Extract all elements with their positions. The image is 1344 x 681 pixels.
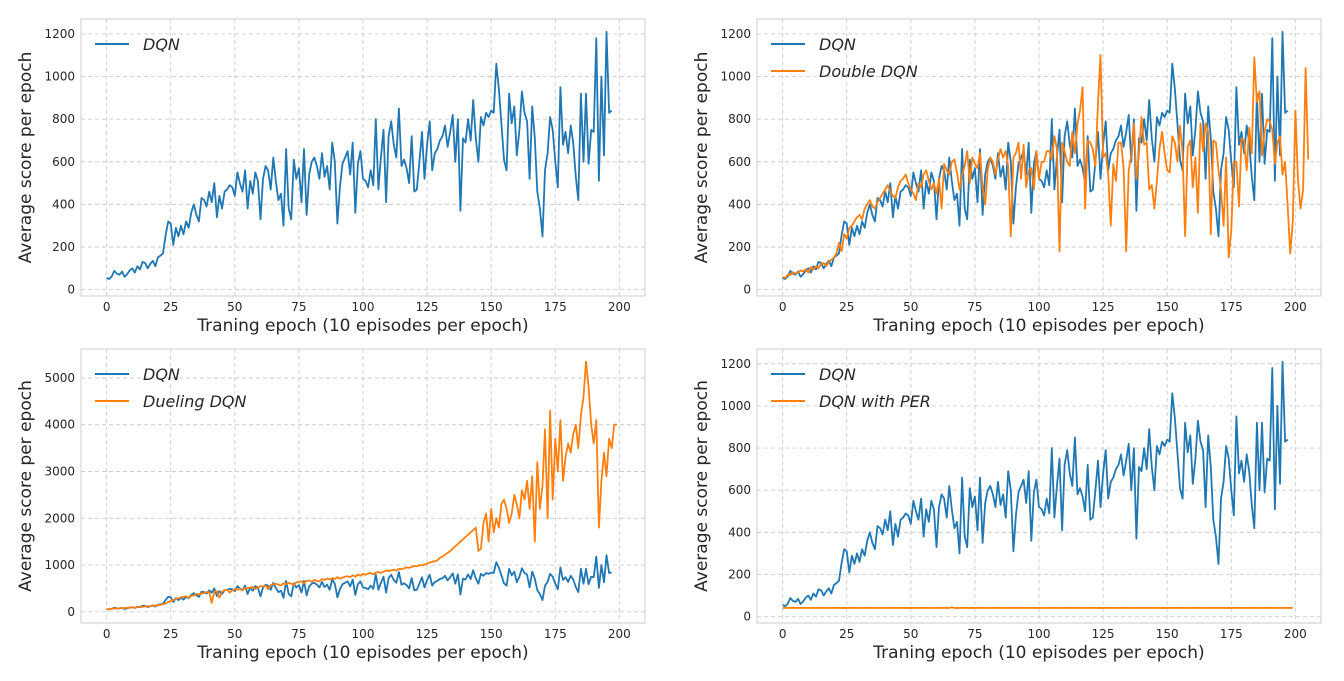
y-axis-label: Average score per epoch [16,380,36,592]
y-tick-label: 1000 [720,70,751,84]
legend-label: DQN [819,365,856,384]
y-tick-label: 0 [743,610,751,624]
y-axis-label: Average score per epoch [16,52,36,264]
x-tick-label: 25 [839,300,854,314]
x-tick-label: 100 [1028,300,1051,314]
y-tick-label: 600 [728,155,751,169]
x-tick-label: 150 [1156,627,1179,641]
x-axis-label: Traning epoch (10 episodes per epoch) [196,643,528,663]
y-tick-label: 400 [728,197,751,211]
x-tick-label: 150 [480,627,503,641]
legend-label: Dueling DQN [143,392,246,411]
legend-label: DQN [143,35,180,54]
x-tick-label: 125 [416,300,439,314]
y-tick-label: 200 [52,240,75,254]
subplot-1: 0 25 50 75 100 125 150 175 200 0 200 400 600 800 1000 1… [16,18,646,336]
y-tick-label: 400 [728,525,751,539]
subplot-3: 0 25 50 75 100 125 150 175 200010002000300040005… [16,348,646,663]
plot-area [81,19,645,296]
legend-label: DQN with PER [819,392,931,411]
series-line-dueling [106,360,617,611]
x-tick-label: 50 [227,300,242,314]
y-tick-label: 1000 [44,558,75,572]
y-tick-label: 0 [743,283,751,297]
x-tick-label: 200 [1284,627,1307,641]
x-tick-label: 125 [416,627,439,641]
y-tick-label: 800 [52,112,75,126]
x-tick-label: 0 [779,627,787,641]
series-line-double [782,54,1310,279]
y-tick-label: 600 [728,483,751,497]
x-axis-label: Traning epoch (10 episodes per epoch) [196,316,528,336]
x-tick-label: 100 [1028,627,1051,641]
x-tick-label: 25 [839,627,854,641]
plot-frame [80,348,646,624]
x-tick-label: 50 [903,627,918,641]
x-tick-label: 150 [480,300,503,314]
series-line-per [782,606,1293,609]
x-tick-label: 100 [352,627,375,641]
y-tick-label: 3000 [44,465,75,479]
legend-label: Double DQN [819,62,918,81]
x-tick-label: 50 [903,300,918,314]
x-axis-label: Traning epoch (10 episodes per epoch) [872,316,1204,336]
x-tick-label: 175 [544,300,567,314]
plot-area [757,19,1321,296]
y-tick-label: 1200 [720,27,751,41]
y-tick-label: 1200 [720,357,751,371]
x-tick-label: 75 [967,300,982,314]
x-tick-label: 175 [1220,627,1243,641]
y-tick-label: 2000 [44,511,75,525]
series-line-dqn [106,30,613,280]
x-tick-label: 200 [1284,300,1307,314]
x-tick-label: 200 [608,300,631,314]
legend-label: DQN [819,35,856,54]
legend-label: DQN [143,365,180,384]
x-tick-label: 25 [163,627,178,641]
y-tick-label: 5000 [44,371,75,385]
y-tick-label: 800 [728,112,751,126]
x-tick-label: 75 [967,627,982,641]
x-axis-label: Traning epoch (10 episodes per epoch) [872,643,1204,663]
x-tick-label: 0 [779,300,787,314]
y-tick-label: 0 [67,605,75,619]
x-tick-label: 75 [291,627,306,641]
y-tick-label: 800 [728,441,751,455]
y-tick-label: 1000 [720,399,751,413]
x-tick-label: 75 [291,300,306,314]
y-tick-label: 400 [52,197,75,211]
x-tick-label: 0 [103,300,111,314]
y-tick-label: 1200 [44,27,75,41]
x-tick-label: 125 [1092,300,1115,314]
y-axis-label: Average score per epoch [692,380,712,592]
y-tick-label: 0 [67,283,75,297]
subplot-2: 0 25 50 75 100 125 150 175 200 0 200 400 600 800 1000 1… [692,18,1322,336]
x-tick-label: 175 [544,627,567,641]
plot-frame [756,348,1322,624]
plot-frame [80,18,646,297]
y-axis-label: Average score per epoch [692,52,712,264]
x-tick-label: 100 [352,300,375,314]
y-tick-label: 200 [728,240,751,254]
y-tick-label: 1000 [44,70,75,84]
x-tick-label: 125 [1092,627,1115,641]
x-tick-label: 175 [1220,300,1243,314]
y-tick-label: 600 [52,155,75,169]
x-tick-label: 50 [227,627,242,641]
x-tick-label: 200 [608,627,631,641]
y-tick-label: 4000 [44,418,75,432]
series-line-dqn [782,360,1289,607]
y-tick-label: 200 [728,568,751,582]
x-tick-label: 0 [103,627,111,641]
x-tick-label: 25 [163,300,178,314]
subplot-4: 0 25 50 75 100 125 150 175 200 0 200 400 600 800 1000 1… [692,348,1322,663]
plot-frame [756,18,1322,297]
x-tick-label: 150 [1156,300,1179,314]
